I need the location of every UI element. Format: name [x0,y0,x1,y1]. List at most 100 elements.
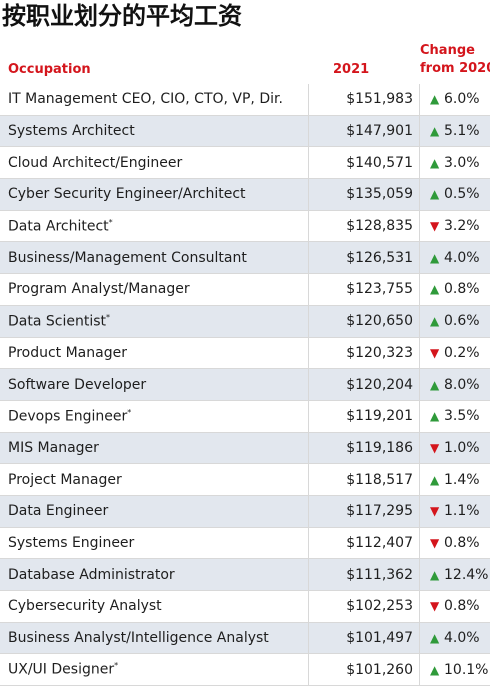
table-row: Project Manager $118,517 ▲1.4% [0,464,490,496]
salary-cell: $102,253 [309,591,420,623]
change-value: 5.1% [444,123,480,139]
salary-cell: $123,755 [309,274,420,306]
change-cell: ▲12.4% [420,559,490,591]
salary-cell: $135,059 [309,179,420,211]
triangle-down-icon: ▼ [430,346,444,360]
footnote-marker: * [114,661,118,670]
triangle-down-icon: ▼ [430,219,444,233]
table-row: Business/Management Consultant$126,531▲4… [0,242,490,274]
change-cell: ▼0.8% [420,591,490,623]
occupation-cell: MIS Manager [0,432,309,464]
footnote-marker: * [109,218,113,227]
occupation-label: Software Developer [8,377,146,393]
salary-cell: $101,260 [309,654,420,686]
change-cell: ▼3.2% [420,210,490,242]
change-value: 12.4% [444,567,488,583]
change-value: 4.0% [444,250,480,266]
occupation-cell: Software Developer [0,369,309,401]
change-value: 0.6% [444,313,480,329]
salary-cell: $120,204 [309,369,420,401]
occupation-cell: Cyber Security Engineer/Architect [0,179,309,211]
change-value: 0.2% [444,345,480,361]
change-cell: ▼0.2% [420,337,490,369]
change-value: 0.8% [444,281,480,297]
table-row: Software Developer $120,204▲8.0% [0,369,490,401]
salary-cell: $128,835 [309,210,420,242]
change-value: 6.0% [444,91,480,107]
table-row: IT Management CEO, CIO, CTO, VP, Dir.$15… [0,84,490,115]
occupation-label: Data Scientist [8,313,106,329]
occupation-label: Data Architect [8,218,109,234]
triangle-up-icon: ▲ [430,124,444,138]
triangle-up-icon: ▲ [430,251,444,265]
occupation-cell: Program Analyst/Manager [0,274,309,306]
page-title: 按职业划分的平均工资 [0,0,490,34]
change-value: 10.1% [444,662,488,678]
occupation-label: MIS Manager [8,440,99,456]
table-row: Program Analyst/Manager$123,755▲0.8% [0,274,490,306]
occupation-label: Cloud Architect/Engineer [8,155,182,171]
occupation-label: Business/Management Consultant [8,250,247,266]
triangle-up-icon: ▲ [430,187,444,201]
salary-cell: $120,323 [309,337,420,369]
table-row: Systems Engineer$112,407▼0.8% [0,527,490,559]
column-header-change-line1: Change [420,43,475,58]
occupation-label: Cybersecurity Analyst [8,598,162,614]
triangle-up-icon: ▲ [430,314,444,328]
triangle-up-icon: ▲ [430,409,444,423]
change-value: 8.0% [444,377,480,393]
column-header-occupation: Occupation [8,62,91,77]
triangle-down-icon: ▼ [430,599,444,613]
table-row: Devops Engineer*$119,201▲3.5% [0,400,490,432]
footnote-marker: * [106,313,110,322]
salary-cell: $117,295 [309,495,420,527]
change-cell: ▲8.0% [420,369,490,401]
change-value: 3.5% [444,408,480,424]
change-value: 1.1% [444,503,480,519]
occupation-cell: Data Architect* [0,210,309,242]
table-row: UX/UI Designer*$101,260▲10.1% [0,654,490,686]
table-row: Cybersecurity Analyst$102,253▼0.8% [0,591,490,623]
table-row: Systems Architect$147,901▲5.1% [0,115,490,147]
triangle-down-icon: ▼ [430,536,444,550]
occupation-cell: Project Manager [0,464,309,496]
table-row: Data Scientist*$120,650▲0.6% [0,305,490,337]
occupation-label: Cyber Security Engineer/Architect [8,186,246,202]
triangle-up-icon: ▲ [430,282,444,296]
occupation-cell: UX/UI Designer* [0,654,309,686]
occupation-cell: Systems Architect [0,115,309,147]
triangle-up-icon: ▲ [430,631,444,645]
change-value: 1.0% [444,440,480,456]
occupation-label: Devops Engineer [8,409,127,425]
salary-cell: $120,650 [309,305,420,337]
salary-cell: $112,407 [309,527,420,559]
occupation-cell: Data Scientist* [0,305,309,337]
occupation-cell: Cybersecurity Analyst [0,591,309,623]
change-value: 0.8% [444,598,480,614]
change-cell: ▼1.0% [420,432,490,464]
occupation-label: Project Manager [8,472,122,488]
change-cell: ▲5.1% [420,115,490,147]
change-cell: ▲4.0% [420,242,490,274]
salary-cell: $118,517 [309,464,420,496]
column-header-year: 2021 [333,62,369,77]
change-cell: ▲6.0% [420,84,490,115]
change-cell: ▲0.8% [420,274,490,306]
occupation-cell: Data Engineer [0,495,309,527]
salary-cell: $147,901 [309,115,420,147]
occupation-label: Systems Architect [8,123,135,139]
change-cell: ▲4.0% [420,622,490,654]
occupation-cell: Database Administrator [0,559,309,591]
triangle-up-icon: ▲ [430,473,444,487]
change-cell: ▲0.5% [420,179,490,211]
salary-cell: $119,186 [309,432,420,464]
occupation-label: UX/UI Designer [8,662,114,678]
occupation-label: Database Administrator [8,567,175,583]
table-row: Database Administrator $111,362▲12.4% [0,559,490,591]
change-cell: ▲3.0% [420,147,490,179]
footnote-marker: * [127,408,131,417]
salary-cell: $111,362 [309,559,420,591]
change-cell: ▲0.6% [420,305,490,337]
occupation-label: Product Manager [8,345,127,361]
change-value: 1.4% [444,472,480,488]
